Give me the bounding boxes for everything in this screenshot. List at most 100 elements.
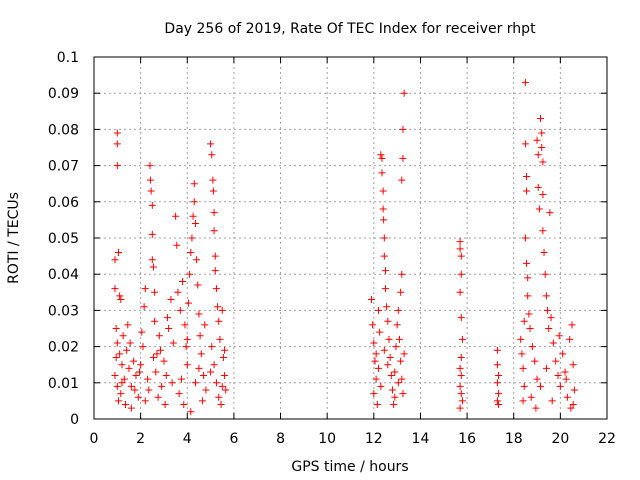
y-tick-label: 0.07 xyxy=(48,159,79,175)
data-point xyxy=(495,372,503,380)
data-point xyxy=(495,390,503,398)
data-point xyxy=(148,201,156,209)
data-point xyxy=(149,353,157,361)
data-point xyxy=(126,339,134,347)
data-point xyxy=(377,382,385,390)
data-point xyxy=(165,325,173,332)
x-tick-label: 6 xyxy=(229,431,238,447)
data-point xyxy=(457,372,465,380)
data-point xyxy=(116,292,124,300)
data-point xyxy=(458,335,466,343)
data-point xyxy=(457,353,465,361)
data-point xyxy=(399,125,407,133)
data-point xyxy=(137,361,145,369)
data-point xyxy=(183,361,191,369)
data-point xyxy=(158,382,166,390)
chart-title: Day 256 of 2019, Rate Of TEC Index for r… xyxy=(164,21,536,37)
data-point xyxy=(376,328,384,336)
data-point xyxy=(391,368,399,376)
data-point xyxy=(393,321,401,329)
data-point xyxy=(532,404,540,412)
data-point xyxy=(456,382,464,390)
data-point xyxy=(538,129,546,137)
data-point xyxy=(537,382,545,390)
data-point xyxy=(210,361,218,369)
data-point xyxy=(218,306,226,314)
data-point xyxy=(209,187,217,195)
data-point xyxy=(163,314,171,322)
data-point xyxy=(197,350,205,358)
data-point xyxy=(381,285,389,293)
x-tick-label: 2 xyxy=(136,431,145,447)
data-point xyxy=(388,386,396,394)
data-point xyxy=(156,346,164,354)
data-point xyxy=(555,332,563,340)
data-point xyxy=(456,288,464,296)
data-point xyxy=(377,151,385,159)
data-point xyxy=(168,379,176,387)
data-point xyxy=(152,368,160,376)
data-point xyxy=(381,267,389,275)
data-point xyxy=(524,292,532,300)
y-tick-label: 0.03 xyxy=(48,303,79,319)
x-tick-label: 14 xyxy=(412,431,430,447)
data-point xyxy=(372,350,380,358)
data-point xyxy=(566,335,574,343)
data-point xyxy=(456,404,464,412)
data-point xyxy=(384,361,392,369)
data-point xyxy=(539,227,547,235)
data-point xyxy=(545,325,553,332)
data-point xyxy=(208,343,216,351)
data-point xyxy=(523,259,531,267)
data-point xyxy=(457,390,465,398)
data-point xyxy=(202,386,210,394)
y-tick-label: 0.01 xyxy=(48,376,79,392)
data-point xyxy=(535,205,543,213)
data-point xyxy=(552,357,560,365)
data-point xyxy=(127,404,135,412)
data-point xyxy=(559,350,567,358)
data-point xyxy=(187,248,195,256)
x-tick-label: 18 xyxy=(505,431,523,447)
data-point xyxy=(533,375,541,383)
data-point xyxy=(520,382,528,390)
axis-ticks xyxy=(93,56,608,420)
data-point xyxy=(391,393,399,401)
data-point xyxy=(542,364,550,372)
data-point xyxy=(493,361,501,369)
data-point xyxy=(563,393,571,401)
data-point xyxy=(177,375,185,383)
data-point xyxy=(160,357,168,365)
data-point xyxy=(519,364,527,372)
data-point xyxy=(561,368,569,376)
data-point xyxy=(151,317,159,325)
y-tick-label: 0.05 xyxy=(48,231,79,247)
data-point xyxy=(493,397,501,405)
data-point xyxy=(130,357,138,365)
data-point xyxy=(394,379,402,387)
data-point xyxy=(153,350,161,358)
data-point xyxy=(191,379,199,387)
x-tick-label: 20 xyxy=(551,431,569,447)
data-point xyxy=(113,162,121,170)
data-point xyxy=(113,140,121,148)
data-point xyxy=(521,78,529,86)
data-point xyxy=(400,89,408,97)
data-point xyxy=(384,317,392,325)
y-tick-label: 0.08 xyxy=(48,122,79,138)
data-point xyxy=(398,176,406,184)
y-tick-label: 0.06 xyxy=(48,195,79,211)
data-point xyxy=(380,216,388,224)
data-point xyxy=(390,401,398,409)
data-point xyxy=(397,288,405,296)
x-tick-label: 12 xyxy=(365,431,383,447)
data-point xyxy=(549,339,557,347)
data-point xyxy=(537,115,545,123)
data-point xyxy=(145,386,153,394)
data-point xyxy=(188,234,196,242)
data-point xyxy=(398,375,406,383)
data-point xyxy=(538,144,546,151)
data-point xyxy=(207,368,215,376)
data-point xyxy=(520,317,528,325)
